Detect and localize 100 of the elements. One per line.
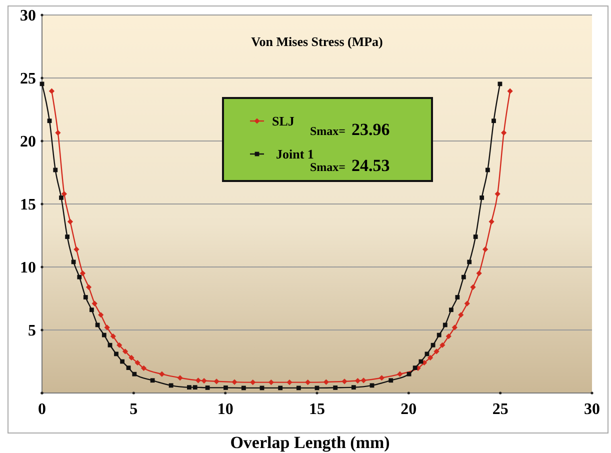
point [470,284,476,290]
point [286,379,292,386]
point [434,348,440,354]
point [412,366,418,370]
point [59,196,64,200]
point [480,196,484,200]
point [232,379,238,385]
point [120,359,124,364]
point [378,375,385,381]
point [305,379,311,386]
point [498,82,502,86]
point [104,324,110,330]
point [492,118,496,124]
point [467,260,472,264]
point [177,375,183,381]
point [140,365,147,371]
y-tick-label: 10 [20,260,36,277]
legend-label: SLJ [272,114,295,129]
point [47,118,52,124]
point [241,386,246,390]
point [360,378,366,384]
point [476,270,482,276]
x-tick-label: 5 [130,401,138,418]
point [428,354,434,361]
point [67,218,74,224]
point [77,274,82,280]
point [482,246,488,252]
point [354,378,360,384]
text: Von Mises Stress (MPa) [251,34,383,49]
annotation: Smax= 23.96 [310,120,390,139]
point [95,322,100,328]
y-tick-label: 25 [20,70,36,88]
point [80,270,86,276]
point [187,385,192,390]
legend-label: Joint 1 [276,146,314,162]
point [92,300,98,306]
point [102,332,106,338]
point [89,308,94,312]
point [268,379,274,386]
point [110,334,116,340]
point [458,312,464,318]
point [461,274,466,280]
x-tick-label: 20 [400,401,417,418]
point [388,378,394,383]
point [108,342,112,348]
x-tick-label: 15 [309,401,325,418]
y-tick-label: 20 [20,134,36,151]
y-tick-label: 15 [20,196,36,214]
x-axis-title: Overlap Length (mm) [230,433,390,452]
point [442,322,448,328]
point [48,88,55,94]
point [455,295,460,300]
point [397,371,403,377]
point [74,246,80,252]
point [440,342,446,348]
x-tick-label: 10 [217,401,234,418]
x-tick-label: 25 [492,401,508,418]
point [485,168,490,172]
point [126,366,131,370]
point [83,295,88,300]
point [507,88,513,94]
point [192,385,198,390]
point [494,191,500,197]
point [501,130,507,136]
x-tick-label: 0 [38,401,46,418]
point [473,234,478,239]
point [132,372,137,376]
point [250,379,256,386]
point [278,386,283,390]
point [205,386,210,390]
point [333,386,338,390]
point [430,342,436,348]
point [351,385,356,390]
point [55,130,61,136]
point [452,324,458,330]
point [214,378,220,384]
point [195,378,201,384]
y-tick-label: 5 [28,322,36,340]
point [159,371,165,377]
point [323,379,329,385]
point [201,378,207,384]
point [128,354,134,361]
point [424,352,430,356]
point [296,386,301,390]
point [446,334,452,340]
point [436,332,442,338]
point [98,312,104,318]
point [122,348,128,354]
point [449,308,454,312]
point [224,386,228,390]
point [150,378,155,383]
x-tick-label: 30 [584,401,600,418]
point [40,82,44,86]
point [370,383,374,388]
point [134,360,140,366]
point [116,342,122,348]
point [61,191,67,197]
point [168,383,174,388]
point [65,234,70,239]
point [342,378,348,384]
